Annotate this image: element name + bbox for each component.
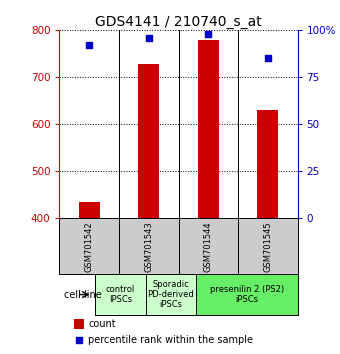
- Text: GSM701542: GSM701542: [85, 221, 94, 272]
- Text: presenilin 2 (PS2)
iPSCs: presenilin 2 (PS2) iPSCs: [210, 285, 284, 304]
- Bar: [257, 110, 278, 218]
- Text: percentile rank within the sample: percentile rank within the sample: [88, 335, 253, 345]
- Text: cell line: cell line: [64, 290, 101, 299]
- Text: Sporadic
PD-derived
iPSCs: Sporadic PD-derived iPSCs: [148, 280, 194, 309]
- Point: [146, 35, 152, 40]
- Title: GDS4141 / 210740_s_at: GDS4141 / 210740_s_at: [95, 15, 262, 29]
- Bar: [79, 201, 100, 218]
- Point: [265, 56, 271, 61]
- Bar: [95, 274, 146, 315]
- Text: count: count: [88, 319, 116, 329]
- Bar: [74, 319, 84, 329]
- Bar: [59, 218, 119, 274]
- Text: control
IPSCs: control IPSCs: [106, 285, 135, 304]
- Bar: [178, 218, 238, 274]
- Point: [205, 31, 211, 37]
- Bar: [238, 218, 298, 274]
- Text: GSM701545: GSM701545: [263, 221, 272, 272]
- Bar: [196, 274, 298, 315]
- Bar: [146, 274, 196, 315]
- Text: GSM701543: GSM701543: [144, 221, 153, 272]
- Bar: [138, 64, 159, 218]
- Text: GSM701544: GSM701544: [204, 221, 213, 272]
- Bar: [119, 218, 178, 274]
- Bar: [198, 40, 219, 218]
- Point: [86, 42, 92, 48]
- Point: [76, 337, 82, 343]
